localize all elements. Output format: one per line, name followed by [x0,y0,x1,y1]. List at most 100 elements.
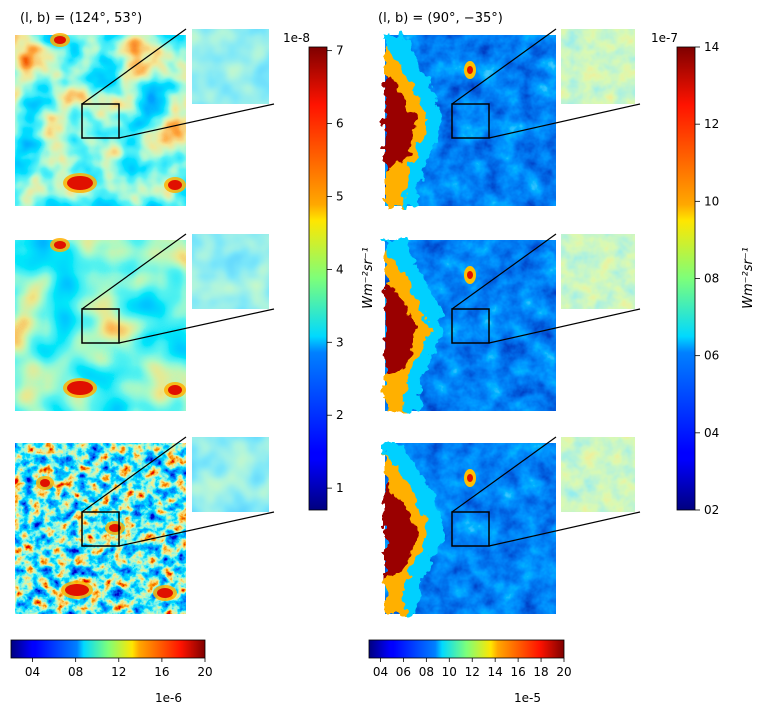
zoom-connector [488,511,641,547]
colorbar-left-bottom-gradient [10,639,206,659]
colorbar-tick-label: 1 [336,481,344,495]
map-panel-c1-r1 [15,28,275,206]
colorbar-tick-label: 10 [704,194,719,208]
zoom-inset [192,234,269,309]
colorbar-right-unit: Wm⁻²sr⁻¹ [741,247,756,309]
colorbar-right-bottom-gradient [368,639,565,659]
heatmap-hotspot [67,176,93,190]
colorbar-tick-label: 4 [336,262,344,276]
heatmap-hotspot [54,36,66,44]
colorbar-tick-label: 08 [419,665,434,679]
colorbar-tick-label: 08 [704,272,719,286]
heatmap-hotspot [54,241,66,249]
zoom-connector [451,233,557,310]
colorbar-tick-label: 2 [336,408,344,422]
colorbar-right-gradient [676,46,696,511]
zoom-inset [561,234,635,309]
colorbar-tick-label: 04 [373,665,388,679]
colorbar-tick-label: 6 [336,117,344,131]
colorbar-right-vertical: 02 04 06 08 10 12 14 1e-7 Wm⁻²sr⁻¹ [651,31,756,517]
zoom-inset [192,29,269,104]
column-title-right: (l, b) = (90°, −35°) [378,11,503,26]
zoom-connector [81,436,187,513]
zoom-connector [488,308,641,344]
colorbar-right-bottom-ticks: 04 06 08 10 12 14 16 18 20 [373,658,572,679]
colorbar-tick-label: 18 [533,665,548,679]
zoom-box [81,308,120,344]
colorbar-left-bottom-exponent: 1e-6 [155,691,182,705]
map-panels [15,28,641,614]
map-panel-c2-r1 [385,28,641,206]
heatmap-bright-region [385,35,443,206]
colorbar-tick-label: 16 [510,665,525,679]
colorbar-right-bottom-exponent: 1e-5 [514,691,541,705]
heatmap-red-zone [385,280,416,375]
zoom-connector [488,103,641,139]
heatmap-hotspot [467,66,473,74]
colorbar-tick-label: 06 [396,665,411,679]
colorbar-tick-label: 10 [442,665,457,679]
colorbar-tick-label: 20 [197,665,212,679]
zoom-box [81,511,120,547]
colorbar-tick-label: 14 [488,665,503,679]
heatmap-bright-region [385,443,443,614]
colorbar-tick-label: 12 [465,665,480,679]
heatmap-red-zone [385,75,416,170]
colorbar-right-ticks: 02 04 06 08 10 12 14 [695,40,719,517]
colorbar-tick-label: 06 [704,349,719,363]
heatmap-texture [15,443,186,614]
heatmap-hotspot [168,385,182,395]
colorbar-tick-label: 14 [704,40,719,54]
heatmap-hotspot [65,584,89,596]
zoom-connector [451,28,557,105]
zoom-connector [118,511,275,547]
map-panel-c1-r3 [15,436,275,614]
colorbar-tick-label: 04 [25,665,40,679]
zoom-box [451,103,490,139]
zoom-inset [561,29,635,104]
zoom-connector [81,28,187,105]
heatmap-hotspot [67,381,93,395]
heatmap-hotspot [109,524,121,532]
map-panel-c1-r2 [15,233,275,411]
colorbar-tick-label: 16 [154,665,169,679]
heatmap-hotspot [467,271,473,279]
map-panel-c2-r2 [385,233,641,411]
heatmap-texture [15,35,186,206]
zoom-inset [561,437,635,512]
heatmap-hotspot [157,588,173,598]
colorbar-left-vertical: 1 2 3 4 5 6 7 1e-8 Wm⁻²sr⁻¹ [283,31,376,511]
colorbar-tick-label: 04 [704,426,719,440]
map-panel-c2-r3 [385,436,641,614]
zoom-box [451,308,490,344]
heatmap-bright-region [385,240,443,411]
zoom-inset [192,437,269,512]
zoom-box [81,103,120,139]
heatmap-hotspot [467,474,473,482]
colorbar-tick-label: 5 [336,189,344,203]
colorbar-tick-label: 3 [336,335,344,349]
colorbar-tick-label: 7 [336,44,344,58]
heatmap-red-zone [385,483,416,578]
heatmap-hotspot [40,479,50,487]
colorbar-left-ticks: 1 2 3 4 5 6 7 [327,44,344,495]
colorbar-left-bottom-ticks: 04 08 12 16 20 [25,658,213,679]
colorbar-tick-label: 12 [704,117,719,131]
colorbar-left-exponent: 1e-8 [283,31,310,45]
colorbar-tick-label: 12 [111,665,126,679]
colorbar-tick-label: 08 [68,665,83,679]
colorbar-right-exponent: 1e-7 [651,31,678,45]
zoom-connector [118,308,275,344]
colorbar-tick-label: 02 [704,503,719,517]
zoom-box [451,511,490,547]
colorbar-tick-label: 20 [556,665,571,679]
zoom-connector [81,233,187,310]
heatmap-texture [15,240,186,411]
colorbar-right-bottom: 04 06 08 10 12 14 16 18 20 1e-5 [368,639,572,705]
colorbar-left-gradient [308,46,328,511]
heatmap-hotspot [168,180,182,190]
column-title-left: (l, b) = (124°, 53°) [20,11,142,26]
zoom-connector [118,103,275,139]
colorbar-left-unit: Wm⁻²sr⁻¹ [361,247,376,309]
